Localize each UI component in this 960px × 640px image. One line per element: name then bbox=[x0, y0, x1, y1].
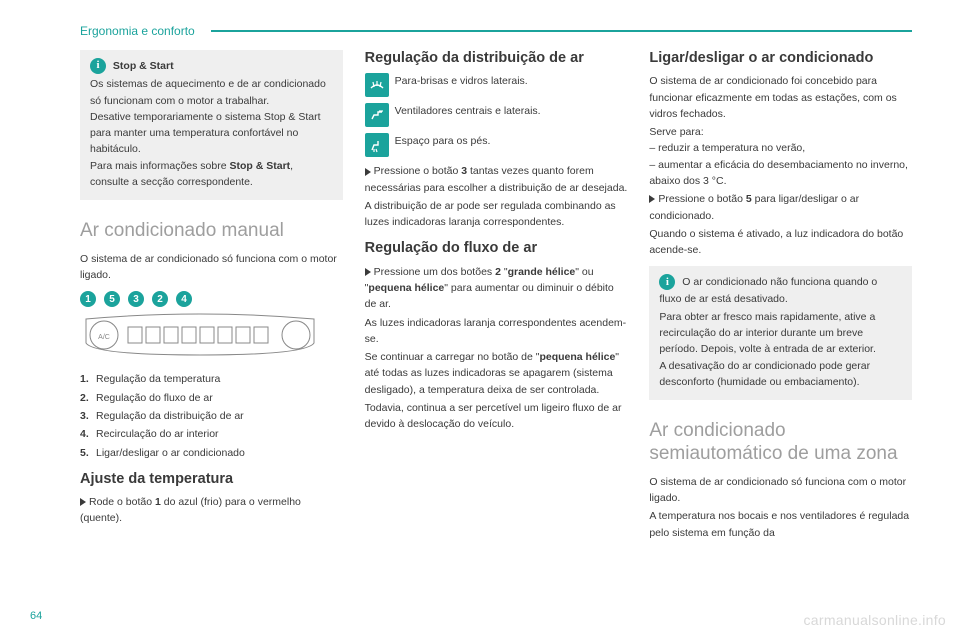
page-header: Ergonomia e conforto bbox=[80, 24, 912, 38]
heading-air-distribution: Regulação da distribuição de ar bbox=[365, 50, 628, 67]
ac-panel-diagram: 1 5 3 2 4 A/C bbox=[80, 291, 343, 361]
callout-5: 5 bbox=[104, 291, 120, 307]
diagram-legend: Regulação da temperatura Regulação do fl… bbox=[80, 371, 343, 460]
header-rule bbox=[211, 30, 912, 32]
infobox-lead: O ar condicionado não funciona quando o … bbox=[659, 276, 877, 304]
col-3: Ligar/desligar o ar condicionado O siste… bbox=[649, 50, 912, 541]
flow-text-2: As luzes indicadoras laranja corresponde… bbox=[365, 315, 628, 348]
flow-text-3: Se continuar a carregar no botão de "peq… bbox=[365, 349, 628, 398]
col-2: Regulação da distribuição de ar Para-bri… bbox=[365, 50, 628, 541]
vent-center-icon bbox=[365, 103, 389, 127]
breadcrumb: Ergonomia e conforto bbox=[80, 24, 195, 38]
ac-panel-illustration: A/C bbox=[80, 311, 320, 361]
callout-4: 4 bbox=[176, 291, 192, 307]
dist-row-windshield: Para-brisas e vidros laterais. bbox=[365, 73, 628, 97]
onoff-p2: Quando o sistema é ativado, a luz indica… bbox=[649, 226, 912, 259]
onoff-li1: – reduzir a temperatura no verão, bbox=[649, 140, 912, 156]
flow-text: Pressione um dos botões 2 "grande hélice… bbox=[365, 264, 628, 313]
infobox-title: Stop & Start bbox=[113, 60, 174, 72]
temp-adjust-text: Rode o botão 1 do azul (frio) para o ver… bbox=[80, 494, 343, 527]
legend-item: Regulação da distribuição de ar bbox=[80, 408, 343, 424]
callout-1: 1 bbox=[80, 291, 96, 307]
onoff-press: Pressione o botão 5 para ligar/desligar … bbox=[649, 191, 912, 224]
callout-3: 3 bbox=[128, 291, 144, 307]
vent-feet-icon bbox=[365, 133, 389, 157]
heading-manual-ac: Ar condicionado manual bbox=[80, 220, 343, 243]
dist-row-feet: Espaço para os pés. bbox=[365, 133, 628, 157]
infobox-rest: Para obter ar fresco mais rapidamente, a… bbox=[659, 309, 902, 390]
heading-ac-onoff: Ligar/desligar o ar condicionado bbox=[649, 50, 912, 67]
col-1: i Stop & Start Os sistemas de aqueciment… bbox=[80, 50, 343, 541]
bullet-arrow-icon bbox=[80, 498, 86, 506]
legend-item: Recirculação do ar interior bbox=[80, 426, 343, 442]
onoff-li2: – aumentar a eficácia do desembaciamento… bbox=[649, 157, 912, 190]
manual-ac-intro: O sistema de ar condicionado só funciona… bbox=[80, 251, 343, 284]
svg-text:A/C: A/C bbox=[98, 334, 110, 341]
heading-semi-auto-ac: Ar condicionado semiautomático de uma zo… bbox=[649, 420, 912, 466]
legend-item: Regulação da temperatura bbox=[80, 371, 343, 387]
diagram-callouts: 1 5 3 2 4 bbox=[80, 291, 343, 307]
semi-p1: O sistema de ar condicionado só funciona… bbox=[649, 474, 912, 507]
heading-temp-adjust: Ajuste da temperatura bbox=[80, 471, 343, 488]
legend-item: Ligar/desligar o ar condicionado bbox=[80, 445, 343, 461]
legend-item: Regulação do fluxo de ar bbox=[80, 390, 343, 406]
dist-label: Ventiladores centrais e laterais. bbox=[395, 103, 541, 119]
watermark: carmanualsonline.info bbox=[804, 612, 947, 628]
dist-text-2: A distribuição de ar pode ser regulada c… bbox=[365, 198, 628, 231]
info-icon: i bbox=[659, 274, 675, 290]
dist-label: Espaço para os pés. bbox=[395, 133, 491, 149]
infobox-ac-off: i O ar condicionado não funciona quando … bbox=[649, 266, 912, 400]
bullet-arrow-icon bbox=[365, 168, 371, 176]
dist-row-central: Ventiladores centrais e laterais. bbox=[365, 103, 628, 127]
infobox-stop-start: i Stop & Start Os sistemas de aqueciment… bbox=[80, 50, 343, 200]
page-number: 64 bbox=[30, 610, 42, 622]
callout-2: 2 bbox=[152, 291, 168, 307]
onoff-p1: O sistema de ar condicionado foi concebi… bbox=[649, 73, 912, 122]
heading-airflow: Regulação do fluxo de ar bbox=[365, 240, 628, 257]
dist-label: Para-brisas e vidros laterais. bbox=[395, 73, 528, 89]
onoff-serve: Serve para: bbox=[649, 124, 912, 140]
bullet-arrow-icon bbox=[649, 195, 655, 203]
dist-text: Pressione o botão 3 tantas vezes quanto … bbox=[365, 163, 628, 196]
bullet-arrow-icon bbox=[365, 268, 371, 276]
flow-text-4: Todavia, continua a ser percetível um li… bbox=[365, 400, 628, 433]
infobox-body: Os sistemas de aquecimento e de ar condi… bbox=[90, 76, 333, 190]
windshield-icon bbox=[365, 73, 389, 97]
semi-p2: A temperatura nos bocais e nos ventilado… bbox=[649, 508, 912, 541]
info-icon: i bbox=[90, 58, 106, 74]
columns: i Stop & Start Os sistemas de aqueciment… bbox=[80, 50, 912, 541]
page: Ergonomia e conforto i Stop & Start Os s… bbox=[0, 0, 960, 565]
